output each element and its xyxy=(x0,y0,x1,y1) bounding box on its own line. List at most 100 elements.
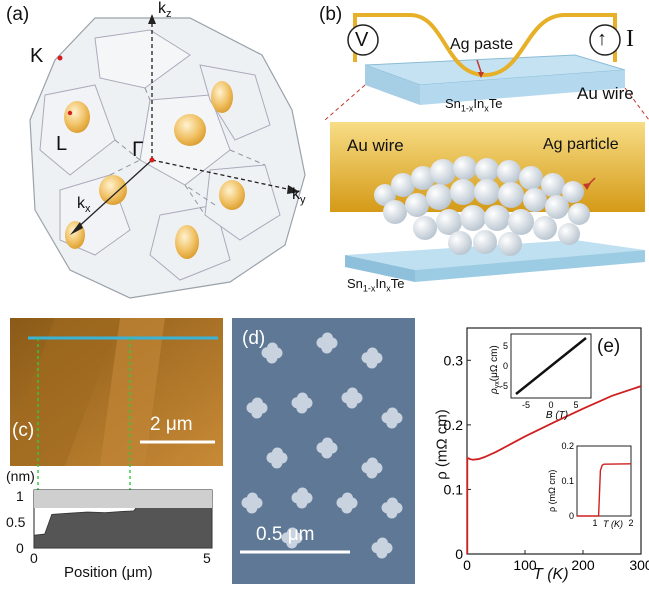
x-tick-label: 0 xyxy=(463,557,471,573)
sem-image xyxy=(232,318,415,584)
ag-grains xyxy=(241,332,403,559)
y-tick-label: 0.3 xyxy=(444,352,464,368)
point-gamma-label: Γ xyxy=(132,138,144,161)
panel-a-brillouin-zone: (a) K L Γ kz ky kx xyxy=(0,0,325,310)
ag-particle-label: Ag particle xyxy=(543,136,619,153)
gamma-point xyxy=(149,157,155,163)
panel-c-label: (c) xyxy=(12,420,35,441)
y-tick-label: 0.1 xyxy=(444,481,464,497)
voltmeter-symbol xyxy=(347,24,379,56)
ky-arrowhead xyxy=(287,185,300,194)
x-tick-label: 200 xyxy=(571,557,595,573)
axis-kx-label: kx xyxy=(77,195,91,216)
sem-scale-bar-label: 0.5 μm xyxy=(256,524,315,545)
x-tick-label: 100 xyxy=(513,557,537,573)
current-label: I xyxy=(626,26,634,52)
panel-e-resistivity: 0 100 200 300 0 0.1 0.2 0.3 -5 0 5 5 0 -5 B (T) ρyx(μΩ … xyxy=(415,318,649,584)
ammeter-symbol xyxy=(589,24,621,56)
panel-d-label: (d) xyxy=(242,328,266,349)
ag-grain xyxy=(376,537,388,549)
ag-grain xyxy=(296,487,308,499)
main-plot-frame xyxy=(466,327,642,555)
resistivity-chart: 0 100 200 300 0 0.1 0.2 0.3 -5 0 5 5 0 -5 B (T) ρyx(μΩ … xyxy=(444,327,649,573)
afm-scale-bar-label: 2 μm xyxy=(150,414,193,435)
point-l-label: L xyxy=(56,133,68,155)
ag-grain xyxy=(366,457,378,469)
panel-d-sem: (d) 0.5 μm xyxy=(232,318,415,584)
panel-b-label: (b) xyxy=(319,4,343,25)
au-wire-top xyxy=(353,13,617,78)
panel-a-label: (a) xyxy=(6,4,30,25)
device-schematic xyxy=(324,13,649,282)
panel-e-label: (e) xyxy=(597,336,621,357)
x-tick-label: 300 xyxy=(629,557,649,573)
tc-inset-frame xyxy=(576,445,632,517)
hall-line xyxy=(515,337,587,395)
hall-y-tick: 0 xyxy=(503,361,508,371)
ag-paste-label: Ag paste xyxy=(450,36,514,53)
axis-ky-label: ky xyxy=(292,186,306,207)
ag-grain xyxy=(386,497,398,509)
profile-x-tick-0: 0 xyxy=(30,550,38,566)
ag-particle-cluster xyxy=(374,156,590,256)
profile-y-tick-1: 1 xyxy=(16,488,24,504)
voltmeter-label: V xyxy=(355,29,369,51)
tc-y-tick: 0.2 xyxy=(561,441,574,451)
hall-x-tick: 5 xyxy=(573,400,578,410)
tc-x-label: T (K) xyxy=(603,519,623,529)
tc-x-tick: 2 xyxy=(628,518,633,528)
profile-y-unit: (nm) xyxy=(6,468,35,484)
profile-x-tick-5: 5 xyxy=(203,550,211,566)
afm-image-and-profile xyxy=(10,318,223,549)
ag-grain xyxy=(296,392,308,404)
y-tick-label: 0.2 xyxy=(444,417,464,433)
sample-slab-bottom xyxy=(345,240,645,270)
tc-y-tick: 0 xyxy=(569,511,574,521)
panel-b-device-schematic: (b) V ↑ I Ag paste Au wire Sn1-xInxTe Au… xyxy=(319,0,649,310)
ag-grain xyxy=(321,437,333,449)
point-k-label: K xyxy=(30,45,44,67)
ag-grain xyxy=(366,347,378,359)
tc-curve xyxy=(577,463,632,517)
ag-particle-arrow xyxy=(583,183,591,190)
hall-y-label: ρyx(μΩ cm) xyxy=(489,345,501,395)
tc-y-label: ρ (mΩ cm) xyxy=(547,470,557,512)
k-axes xyxy=(74,20,293,231)
l-point xyxy=(67,110,73,116)
ag-grain xyxy=(341,492,353,504)
ag-grain xyxy=(321,332,333,344)
ammeter-arrow-label: ↑ xyxy=(597,28,607,50)
profile-y-tick-05: 0.5 xyxy=(6,514,26,530)
hall-x-tick: -5 xyxy=(522,400,530,410)
hall-y-tick: 5 xyxy=(503,341,508,351)
kx-arrowhead xyxy=(70,222,83,235)
au-wire-top-label: Au wire xyxy=(577,84,634,103)
hall-x-label: B (T) xyxy=(546,410,568,421)
ag-grain xyxy=(346,387,358,399)
axis-kz-label: kz xyxy=(158,0,172,21)
au-wire-bottom-label: Au wire xyxy=(347,136,404,155)
sample-top-label: Sn1-xInxTe xyxy=(445,96,503,114)
sample-bottom-label: Sn1-xInxTe xyxy=(347,276,405,294)
panel-c-afm: (c) 2 μm (nm) 1 0.5 0 0 5 Position (μm) xyxy=(0,318,225,584)
tc-x-tick: 1 xyxy=(592,518,597,528)
tc-y-tick: 0.1 xyxy=(561,476,574,486)
profile-x-label: Position (μm) xyxy=(64,564,153,581)
main-x-axis-label: T (K) xyxy=(533,566,569,583)
ag-grain xyxy=(246,492,258,504)
y-tick-label: 0 xyxy=(455,546,463,562)
ag-grain xyxy=(386,407,398,419)
resistivity-line xyxy=(467,385,642,461)
afm-terrace-2 xyxy=(100,318,165,466)
profile-y-tick-0: 0 xyxy=(16,540,24,556)
ag-grain xyxy=(271,447,283,459)
bz-face-top xyxy=(94,29,191,89)
hall-x-tick: 0 xyxy=(548,400,553,410)
ag-grain xyxy=(251,397,263,409)
hall-y-tick: -5 xyxy=(500,381,508,391)
main-y-axis-label: ρ (mΩ cm) xyxy=(433,409,451,480)
ag-grain xyxy=(286,527,298,539)
k-point xyxy=(57,55,63,61)
kz-arrowhead xyxy=(148,14,156,24)
ag-paste-arrow xyxy=(478,72,484,78)
